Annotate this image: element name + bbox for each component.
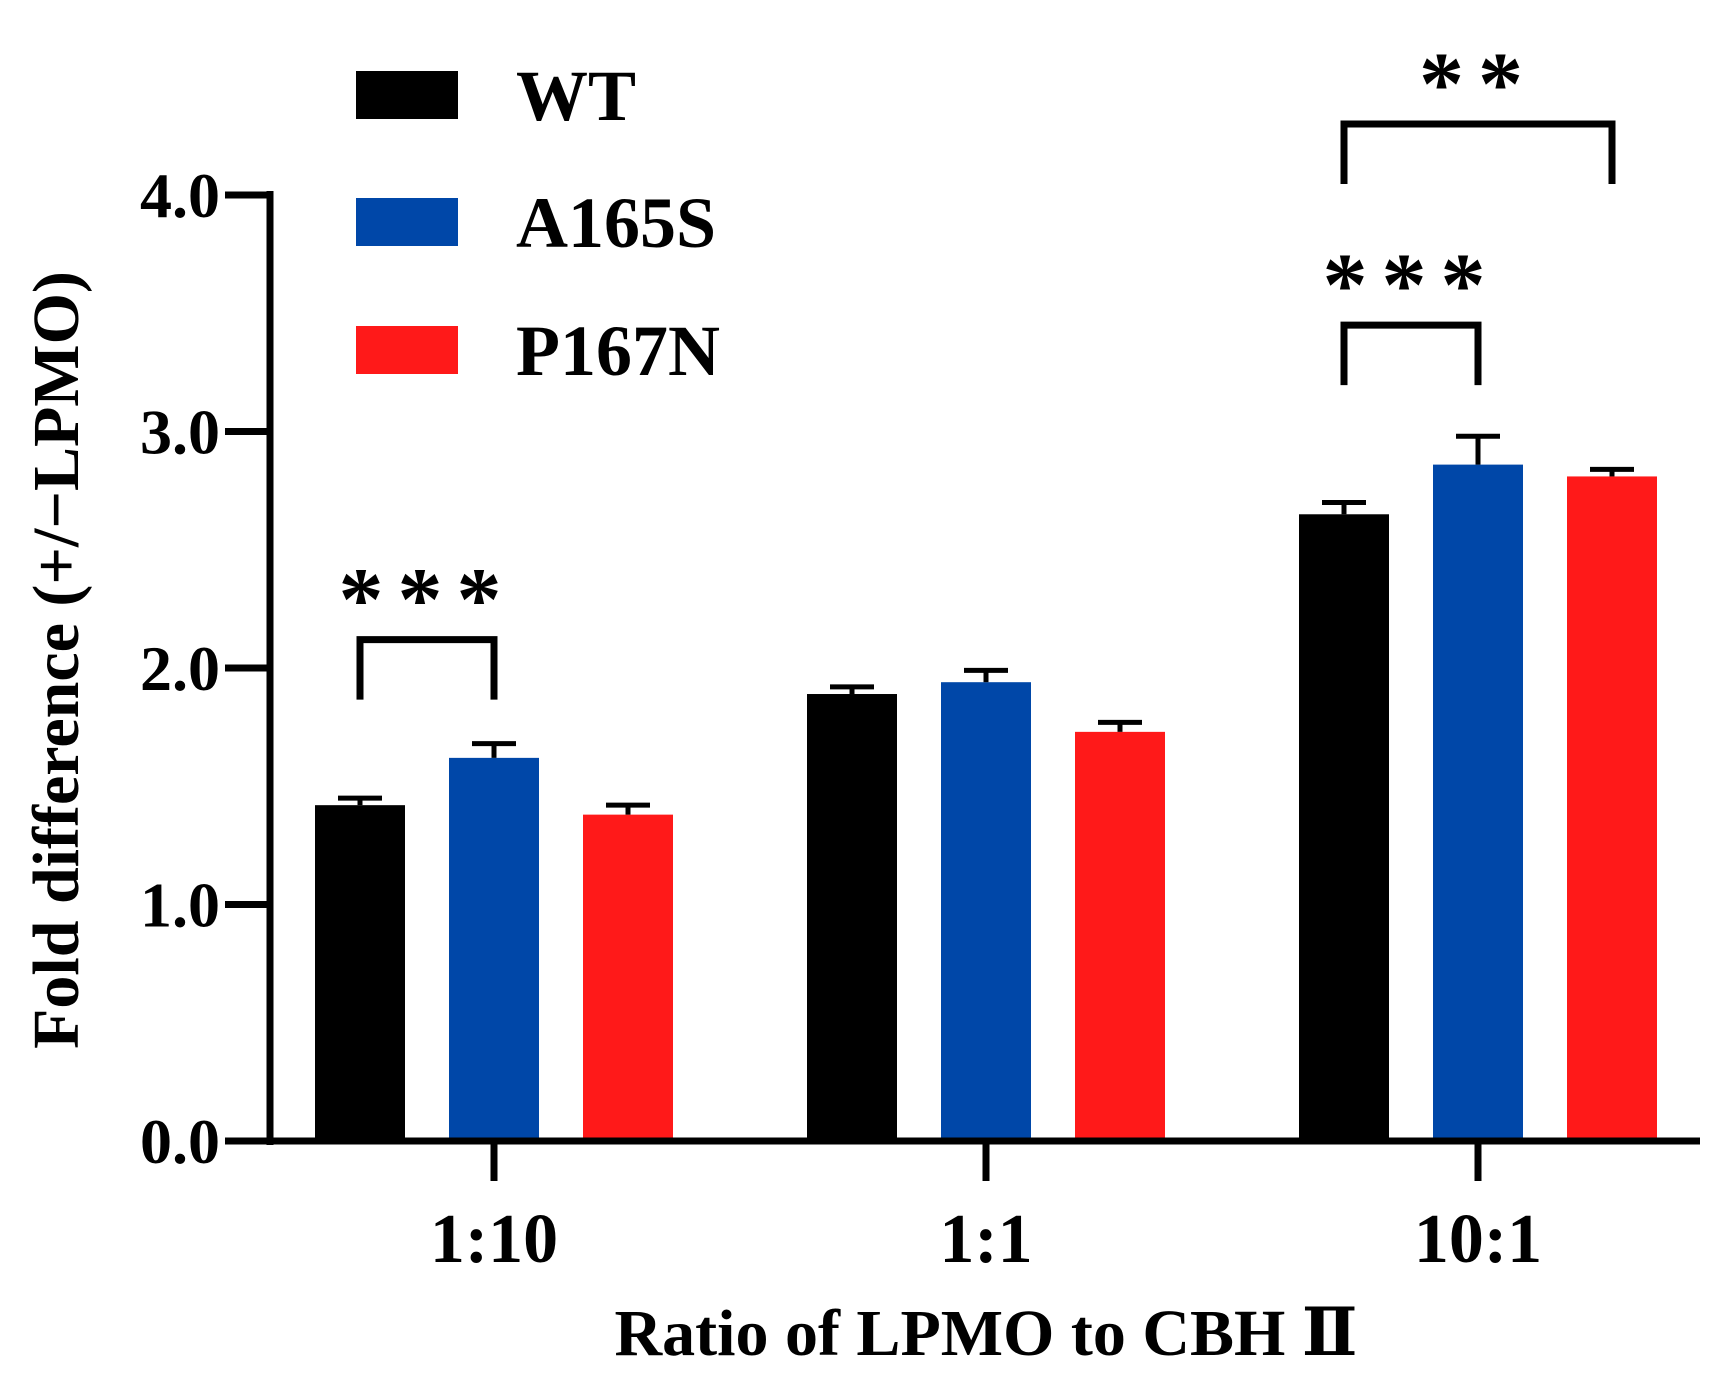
bar-A165S-10:1	[1433, 464, 1523, 1141]
bar-WT-1:1	[807, 694, 897, 1141]
y-axis-label: Fold difference (+/−LPMO)	[20, 271, 93, 1049]
bar-A165S-1:10	[449, 757, 539, 1141]
bar-P167N-1:1	[1075, 731, 1165, 1141]
bar-P167N-1:10	[583, 814, 673, 1141]
x-axis-label: Ratio of LPMO to CBH Ⅱ	[614, 1297, 1357, 1370]
legend-label-P167N: P167N	[516, 311, 720, 391]
significance-bracket-0	[356, 636, 498, 700]
legend-label-A165S: A165S	[516, 183, 716, 263]
bar-A165S-1:1	[941, 682, 1031, 1141]
axes-layer: 0.0 1.0 2.0 3.0 4.0 1:10 1:1 10:1	[140, 160, 1700, 1278]
y-tick-label: 1.0	[140, 870, 220, 941]
significance-layer: ********	[339, 35, 1616, 700]
x-tick-label-1:1: 1:1	[939, 1201, 1032, 1278]
y-tick-label: 4.0	[140, 160, 220, 231]
legend-swatch-P167N	[356, 326, 458, 374]
legend-label-WT: WT	[516, 56, 636, 136]
bar-WT-1:10	[315, 805, 405, 1141]
legend-swatch-A165S	[356, 198, 458, 246]
legend: WT A165S P167N	[356, 56, 720, 391]
bars-layer	[315, 464, 1657, 1141]
legend-swatch-WT	[356, 71, 458, 119]
x-tick-label-10:1: 10:1	[1414, 1201, 1542, 1278]
significance-bracket-1	[1340, 321, 1482, 386]
error-bars-layer	[338, 433, 1634, 815]
significance-label-1: ***	[1323, 236, 1500, 335]
significance-label-2: **	[1419, 35, 1537, 134]
bar-WT-10:1	[1299, 514, 1389, 1141]
significance-bracket-2	[1340, 120, 1616, 185]
significance-label-0: ***	[339, 551, 516, 650]
bar-P167N-10:1	[1567, 476, 1657, 1141]
y-tick-label: 0.0	[140, 1106, 220, 1177]
y-tick-label: 3.0	[140, 397, 220, 468]
x-tick-label-1:10: 1:10	[430, 1201, 558, 1278]
y-tick-label: 2.0	[140, 633, 220, 704]
